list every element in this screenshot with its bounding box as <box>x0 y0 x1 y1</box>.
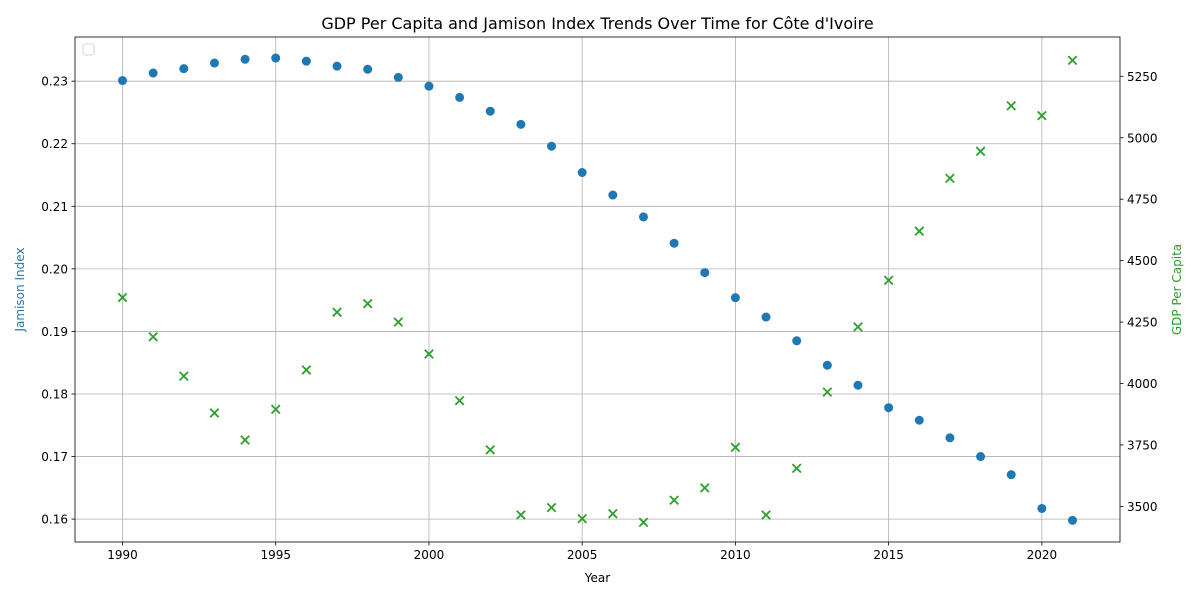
gdp-per-capita-point <box>148 331 158 342</box>
jamison-index-point <box>884 403 894 413</box>
jamison-index-point <box>209 58 219 68</box>
gdp-per-capita-point <box>607 508 618 519</box>
gdp-per-capita-point <box>638 517 649 528</box>
y-axis-left-label: Jamison Index <box>13 248 27 333</box>
gdp-per-capita-point <box>761 510 771 520</box>
jamison-index-point <box>853 380 863 390</box>
gdp-per-capita-point <box>270 404 281 415</box>
jamison-index-point <box>669 238 679 248</box>
jamison-index-point <box>914 415 924 425</box>
jamison-index-point <box>301 56 311 66</box>
gdp-per-capita-point <box>822 387 833 397</box>
gdp-per-capita-point <box>883 275 894 286</box>
y-right-tick-label: 3500 <box>1127 500 1158 514</box>
gdp-per-capita-point <box>791 463 802 474</box>
y-right-tick-label: 5000 <box>1127 131 1158 145</box>
x-tick-label: 1990 <box>107 548 138 562</box>
jamison-index-point <box>976 452 986 462</box>
gdp-per-capita-point <box>1067 55 1078 66</box>
jamison-index-point <box>363 64 373 74</box>
jamison-index-point <box>547 141 557 151</box>
gdp-per-capita-point <box>853 322 863 332</box>
gdp-per-capita-point <box>240 435 250 445</box>
jamison-index-point <box>118 76 127 86</box>
x-axis-label: Year <box>584 571 610 585</box>
jamison-index-point <box>822 360 832 370</box>
y-left-tick-label: 0.17 <box>41 450 68 464</box>
gdp-per-capita-point <box>914 226 925 236</box>
jamison-index-point <box>577 168 587 178</box>
y-left-tick-label: 0.18 <box>41 387 68 401</box>
gdp-per-capita-point <box>117 292 128 303</box>
jamison-index-point <box>240 54 250 64</box>
gdp-per-capita-point <box>424 349 434 359</box>
gdp-per-capita-point <box>546 502 557 513</box>
gdp-per-capita-point <box>301 365 312 375</box>
gdp-per-capita-point <box>1006 100 1017 111</box>
x-tick-label: 2020 <box>1027 548 1058 562</box>
y-left-tick-label: 0.22 <box>41 137 68 151</box>
jamison-index-point <box>761 312 771 322</box>
plot-area <box>74 36 1121 543</box>
chart-title: GDP Per Capita and Jamison Index Trends … <box>321 14 873 33</box>
gdp-per-capita-point <box>332 307 342 318</box>
gdp-per-capita-point <box>485 445 496 455</box>
axis-ticks: 1990 1995 2000 2005 2010 2015 2020 0.16 0.17 0.18… <box>41 70 1157 562</box>
jamison-index-point <box>332 61 342 71</box>
jamison-index-point <box>424 81 434 91</box>
jamison-index-point <box>608 190 618 200</box>
x-tick-label: 2005 <box>567 548 598 562</box>
y-right-tick-label: 5250 <box>1127 70 1158 84</box>
gdp-per-capita-point <box>178 371 189 381</box>
gdp-per-capita-point <box>362 298 373 309</box>
y-right-tick-label: 4500 <box>1127 254 1158 268</box>
y-right-tick-label: 4250 <box>1127 316 1158 330</box>
data-points <box>117 53 1078 528</box>
y-left-tick-label: 0.21 <box>41 200 68 214</box>
gdp-per-capita-point <box>393 317 404 327</box>
y-right-tick-label: 4000 <box>1127 377 1158 391</box>
x-tick-label: 1995 <box>260 548 291 562</box>
grid <box>75 37 1120 542</box>
legend <box>82 43 95 56</box>
gdp-per-capita-point <box>577 513 588 524</box>
jamison-index-point <box>393 72 403 82</box>
x-tick-label: 2010 <box>720 548 751 562</box>
jamison-index-point <box>516 119 526 129</box>
gdp-per-capita-point <box>669 495 679 506</box>
gdp-per-capita-point <box>454 395 465 406</box>
jamison-index-point <box>485 106 495 116</box>
jamison-index-point <box>945 433 955 443</box>
y-axis-right-label: GDP Per Capita <box>1170 244 1184 335</box>
jamison-index-point <box>179 64 189 74</box>
y-right-tick-label: 4750 <box>1127 193 1158 207</box>
jamison-index-point <box>730 293 740 303</box>
jamison-index-point <box>1037 503 1047 513</box>
jamison-index-point <box>148 68 158 78</box>
y-left-tick-label: 0.19 <box>41 325 68 339</box>
x-tick-label: 2015 <box>873 548 904 562</box>
y-left-tick-label: 0.20 <box>41 262 68 276</box>
jamison-index-point <box>792 336 802 346</box>
jamison-index-point <box>700 268 710 278</box>
gdp-per-capita-point <box>699 483 710 493</box>
jamison-index-point <box>271 53 281 63</box>
jamison-index-point <box>1006 470 1016 480</box>
x-tick-label: 2000 <box>414 548 445 562</box>
y-left-tick-label: 0.16 <box>41 513 68 527</box>
jamison-index-point <box>638 212 648 222</box>
gdp-per-capita-point <box>516 510 526 520</box>
gdp-per-capita-point <box>975 146 986 157</box>
y-right-tick-label: 3750 <box>1127 438 1158 452</box>
jamison-index-point <box>455 92 465 102</box>
gdp-per-capita-point <box>945 173 955 184</box>
y-left-tick-label: 0.23 <box>41 75 68 89</box>
gdp-per-capita-point <box>730 442 741 453</box>
gdp-per-capita-point <box>1037 110 1047 121</box>
gdp-per-capita-point <box>209 408 220 418</box>
jamison-index-point <box>1068 515 1077 525</box>
